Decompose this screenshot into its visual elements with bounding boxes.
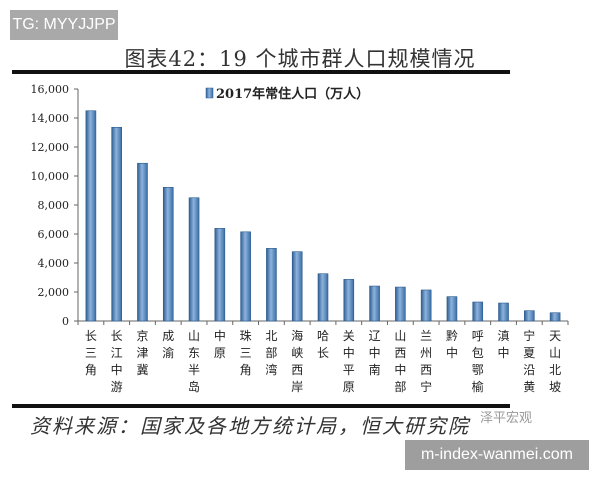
bar-滇中 xyxy=(498,302,509,322)
x-tick-label: 山东半岛 xyxy=(188,329,200,394)
x-tick-label: 北部湾 xyxy=(265,329,277,377)
y-tick-label: 0 xyxy=(62,315,69,328)
x-tick-label: 滇中 xyxy=(498,329,510,360)
y-tick-label: 16,000 xyxy=(31,83,70,96)
bar-山西中部 xyxy=(395,286,406,322)
x-tick-label: 黔中 xyxy=(446,328,458,360)
chart-title: 图表42：19 个城市群人口规模情况 xyxy=(124,47,476,71)
legend-label: 2017年常住人口（万人） xyxy=(216,86,369,102)
x-tick-label: 珠三角 xyxy=(240,329,252,377)
x-tick-label: 长三角 xyxy=(85,329,97,377)
bar-中原 xyxy=(214,228,226,322)
y-tick-label: 2,000 xyxy=(38,286,70,299)
y-tick-label: 10,000 xyxy=(31,170,70,183)
bar-成渝 xyxy=(162,187,174,322)
x-tick-label: 山西中部 xyxy=(394,329,406,394)
x-tick-label: 成渝 xyxy=(162,329,174,360)
bar-关中平原 xyxy=(343,279,355,322)
y-tick-label: 12,000 xyxy=(31,141,70,154)
bar-呼包鄂榆 xyxy=(472,301,484,322)
bar-长江中游 xyxy=(111,126,122,322)
x-tick-label: 中原 xyxy=(214,328,226,360)
url-watermark: m-index-wanmei.com xyxy=(405,440,589,470)
bar-长三角 xyxy=(85,110,97,322)
legend-swatch xyxy=(205,87,214,99)
bar-山东半岛 xyxy=(188,197,200,322)
bar-辽中南 xyxy=(369,285,380,322)
tg-watermark: TG: MYYJJPP xyxy=(10,10,118,40)
x-tick-label: 海峡西岸 xyxy=(291,328,303,394)
x-tick-label: 京津冀 xyxy=(136,329,148,377)
x-tick-label: 关中平原 xyxy=(343,329,355,394)
bar-哈长 xyxy=(317,273,329,322)
bar-珠三角 xyxy=(240,231,251,322)
bar-宁夏沿黄 xyxy=(524,310,535,322)
bar-天山北坡 xyxy=(549,312,561,322)
x-tick-label: 宁夏沿黄 xyxy=(523,328,535,394)
source-note: 资料来源：国家及各地方统计局，恒大研究院 xyxy=(30,414,470,438)
x-tick-label: 哈长 xyxy=(317,329,329,360)
x-tick-label: 呼包鄂榆 xyxy=(472,329,484,394)
bar-兰州西宁 xyxy=(420,289,432,322)
x-tick-label: 兰州西宁 xyxy=(420,329,432,394)
bar-chart: 0 2,000 4,000 6,000 8,000 10,000 12,000 14,000 1… xyxy=(31,83,569,394)
y-tick-label: 4,000 xyxy=(38,257,70,270)
bar-北部湾 xyxy=(266,248,277,322)
bar-黔中 xyxy=(446,296,458,322)
x-tick-label: 天山北坡 xyxy=(549,329,561,394)
brand-watermark: 泽平宏观 xyxy=(480,411,533,426)
bar-海峡西岸 xyxy=(291,251,303,322)
bottom-rule xyxy=(12,404,510,408)
y-tick-label: 6,000 xyxy=(38,228,70,241)
legend: 2017年常住人口（万人） xyxy=(205,86,369,102)
y-tick-label: 14,000 xyxy=(31,112,70,125)
top-rule xyxy=(12,70,510,74)
bar-京津冀 xyxy=(137,162,148,322)
x-tick-label: 长江中游 xyxy=(111,329,123,394)
y-tick-label: 8,000 xyxy=(38,199,70,212)
x-tick-label: 辽中南 xyxy=(369,329,381,377)
